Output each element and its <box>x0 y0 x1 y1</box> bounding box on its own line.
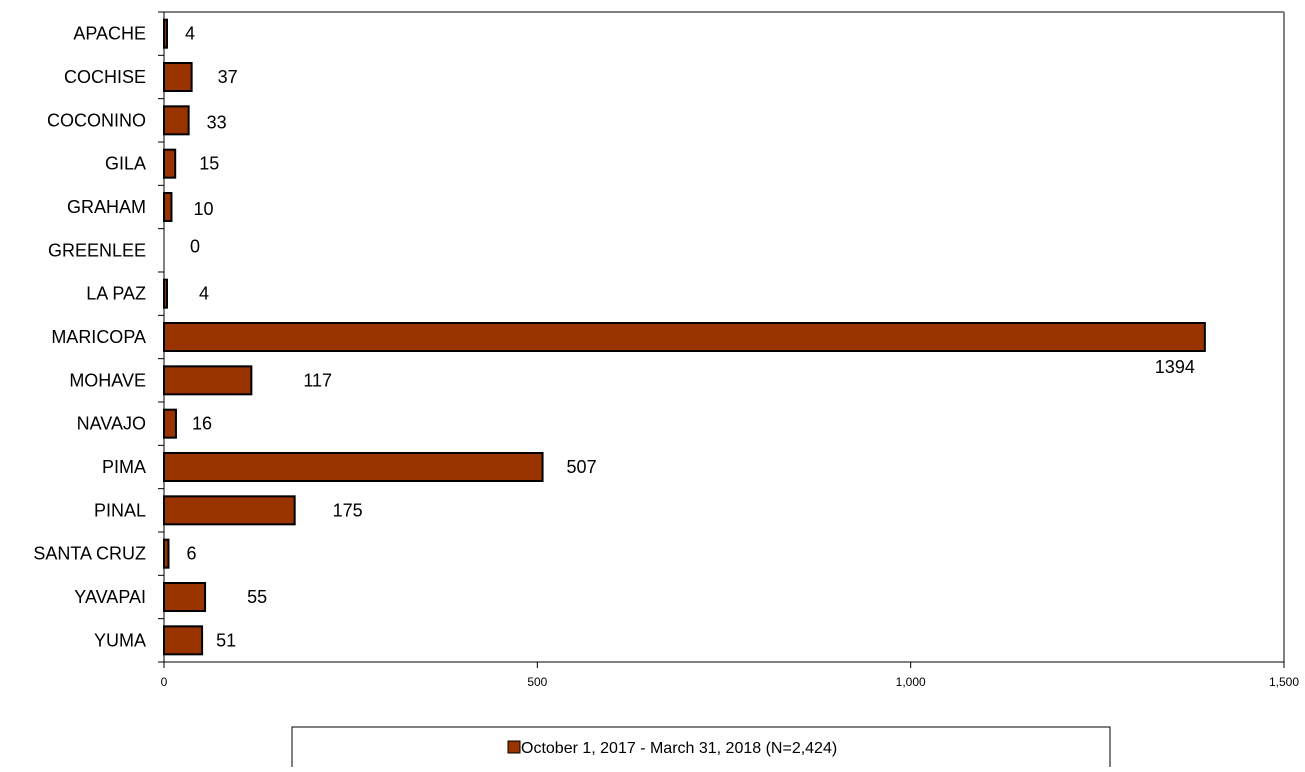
bar <box>163 495 296 526</box>
bar <box>163 62 193 92</box>
bar <box>163 408 177 439</box>
data-label: 55 <box>247 587 267 607</box>
category-label: SANTA CRUZ <box>33 544 146 564</box>
data-label: 15 <box>199 154 219 174</box>
bar <box>163 148 177 179</box>
category-label: COCHISE <box>64 67 146 87</box>
x-tick-label: 1,000 <box>896 675 926 689</box>
legend-box <box>291 726 1111 772</box>
bar <box>163 538 170 569</box>
legend-label: October 1, 2017 - March 31, 2018 (N=2,42… <box>521 740 837 757</box>
bar <box>163 582 207 612</box>
category-label: MARICOPA <box>51 327 146 347</box>
bar <box>163 18 168 49</box>
category-label: LA PAZ <box>86 284 146 304</box>
data-label: 117 <box>303 370 332 390</box>
category-label: COCONINO <box>47 110 146 130</box>
category-label: APACHE <box>73 24 146 44</box>
bar <box>163 192 173 222</box>
bar <box>163 105 190 136</box>
data-label: 10 <box>193 199 213 219</box>
category-label: NAVAJO <box>77 414 146 434</box>
category-label: GRAHAM <box>67 197 146 217</box>
legend-swatch <box>507 740 521 754</box>
bar <box>163 278 168 309</box>
category-label: YAVAPAI <box>74 587 146 607</box>
data-label: 16 <box>192 414 212 434</box>
data-label: 507 <box>567 457 597 477</box>
data-label: 33 <box>207 112 227 132</box>
data-label: 175 <box>333 500 363 520</box>
data-label: 6 <box>186 544 196 564</box>
x-tick-label: 0 <box>161 675 168 689</box>
data-label: 51 <box>216 630 236 650</box>
data-label: 0 <box>190 236 200 256</box>
category-label: PIMA <box>102 457 146 477</box>
category-label: GILA <box>105 154 146 174</box>
data-label: 37 <box>218 67 238 87</box>
bar <box>163 625 204 656</box>
category-label: YUMA <box>94 630 146 650</box>
data-label: 4 <box>199 284 209 304</box>
x-tick-label: 1,500 <box>1269 675 1299 689</box>
category-label: PINAL <box>94 500 146 520</box>
category-label: GREENLEE <box>48 240 146 260</box>
bar <box>163 452 544 482</box>
category-label: MOHAVE <box>69 370 146 390</box>
bar <box>163 365 253 396</box>
bar <box>163 322 1206 352</box>
x-tick-label: 500 <box>527 675 547 689</box>
data-label: 4 <box>185 24 195 44</box>
data-label: 1394 <box>1155 357 1195 377</box>
